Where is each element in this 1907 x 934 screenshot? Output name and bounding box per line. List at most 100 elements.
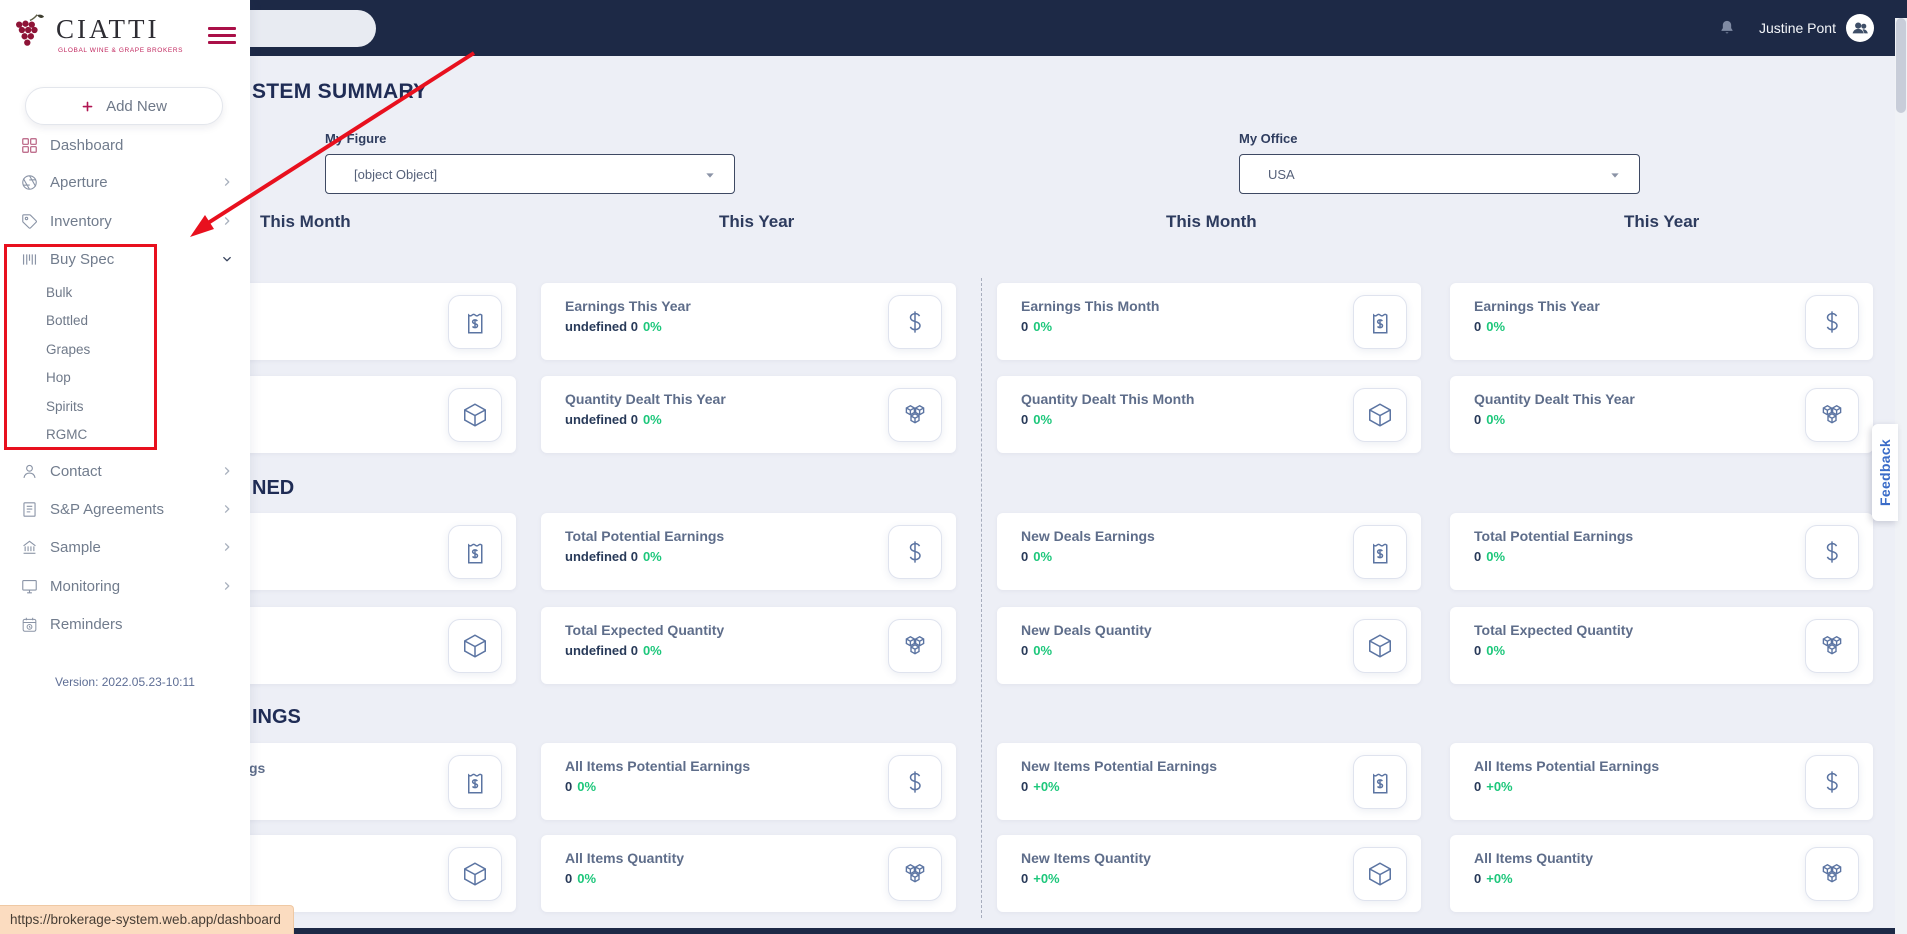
stat-card-values: 0 +0% [1021,779,1060,794]
stat-card-values: undefined 0 0% [565,549,662,564]
user-avatar-icon[interactable] [1846,14,1874,42]
stat-card-earnings-this-year: Earnings This Year 0 0% [1450,283,1873,360]
brand-tagline: GLOBAL WINE & GRAPE BROKERS [58,47,184,54]
stat-card-percent: 0% [577,779,597,794]
page-title: STEM SUMMARY [252,80,428,103]
sample-icon [20,538,39,557]
chevron-right-icon [220,579,234,593]
sidebar-subitem-grapes[interactable]: Grapes [0,337,250,361]
receipt-dollar-icon [1353,294,1407,349]
status-bar-url: https://brokerage-system.web.app/dashboa… [0,905,294,934]
chevron-right-icon [220,540,234,554]
sidebar-item-monitoring[interactable]: Monitoring [0,572,250,600]
sidebar-item-aperture[interactable]: Aperture [0,168,250,196]
cube-icon [448,618,502,673]
sidebar-subitem-spirits[interactable]: Spirits [0,394,250,418]
filter-my-figure: My Figure [object Object] [325,131,735,194]
stat-card-percent: 0% [642,319,662,334]
cube-icon [1353,387,1407,442]
stat-card-total-expected-quantity: Total Expected Quantity 0 0% [1450,607,1873,684]
stat-card-title: All Items Quantity [1474,850,1594,866]
cube-icon [1353,618,1407,673]
sidebar-item-sp-agreements[interactable]: S&P Agreements [0,495,250,523]
column-group-separator [981,278,982,918]
sidebar-subitem-rgmc[interactable]: RGMC [0,422,250,446]
bottom-edge-bar [250,928,1907,934]
version-label: Version: 2022.05.23-10:11 [55,675,195,689]
sidebar-item-reminders[interactable]: Reminders [0,610,250,638]
dashboard-icon [20,136,39,155]
add-new-button[interactable]: Add New [25,87,223,125]
sidebar-subitem-bottled[interactable]: Bottled [0,308,250,332]
sidebar-subitem-bulk[interactable]: Bulk [0,280,250,304]
stat-card-value: undefined 0 [565,549,638,564]
sidebar-item-buy-spec[interactable]: Buy Spec [0,245,250,273]
stat-card-values: 0 0% [1021,412,1052,427]
brand-logo: CIATTI GLOBAL WINE & GRAPE BROKERS [12,10,232,60]
receipt-dollar-icon [448,524,502,579]
stat-card-earnings-this-month: Earnings This Month 0 0% [997,283,1421,360]
stat-card-title: New Deals Quantity [1021,622,1152,638]
sidebar-item-inventory[interactable]: Inventory [0,207,250,235]
stat-card-new-deals-earnings: New Deals Earnings 0 0% [997,513,1421,590]
cube-icon [1353,846,1407,901]
hamburger-menu-icon[interactable] [208,27,236,45]
my-office-select[interactable]: USA [1239,154,1640,194]
filter-label: My Figure [325,131,387,146]
stat-card-title: New Deals Earnings [1021,528,1155,544]
stat-card-title: Earnings This Year [565,298,691,314]
stat-card-value: 0 [1021,412,1029,427]
sidebar-item-label: S&P Agreements [50,500,164,518]
sidebar-item-sample[interactable]: Sample [0,533,250,561]
chevron-right-icon [220,502,234,516]
sidebar-item-contact[interactable]: Contact [0,457,250,485]
stat-card-title: Quantity Dealt This Year [565,391,726,407]
stat-card-title: Total Expected Quantity [1474,622,1634,638]
stat-card-value: 0 [565,779,573,794]
feedback-tab[interactable]: Feedback [1872,424,1898,521]
cubes-icon [1805,387,1859,442]
sidebar-subitem-hop[interactable]: Hop [0,365,250,389]
dollar-icon [1805,294,1859,349]
scrollbar-track[interactable] [1895,18,1907,934]
stat-card-percent: 0% [1486,412,1506,427]
stat-card-quantity-dealt-this-month: Quantity Dealt This Month 0 0% [997,376,1421,453]
stat-card-title: Total Potential Earnings [1474,528,1634,544]
scrollbar-thumb[interactable] [1896,18,1906,113]
stat-card-all-items-quantity: All Items Quantity 0 0% [541,835,956,912]
sidebar-item-dashboard[interactable]: Dashboard [0,131,250,159]
stat-card-percent: +0% [1033,871,1060,886]
section-title: NED [252,477,295,499]
stat-card-values: 0 0% [565,871,596,886]
sidebar-item-label: Dashboard [50,136,124,154]
receipt-dollar-icon [1353,754,1407,809]
bell-icon[interactable] [1717,18,1737,38]
topbar: Justine Pont [0,0,1907,56]
stat-card-values: 0 0% [1021,319,1052,334]
my-figure-select[interactable]: [object Object] [325,154,735,194]
sidebar-subitem-label: Bulk [46,284,73,300]
cube-icon [448,846,502,901]
stat-card-percent: 0% [1486,319,1506,334]
stat-card-values: 0 0% [1474,549,1505,564]
cube-icon [448,387,502,442]
receipt-dollar-icon [448,294,502,349]
cubes-icon [888,387,942,442]
stat-card-title: gs [249,760,266,776]
grapes-logo-icon [12,12,48,56]
reminders-icon [20,615,39,634]
stat-card-value: 0 [1474,319,1482,334]
cubes-icon [1805,846,1859,901]
dollar-icon [888,294,942,349]
section-title: INGS [252,706,301,728]
stat-card-percent: 0% [1486,643,1506,658]
sidebar-item-label: Aperture [50,173,108,191]
stat-card-title: Earnings This Month [1021,298,1160,314]
stat-card-title: Quantity Dealt This Month [1021,391,1195,407]
stat-card-title: All Items Quantity [565,850,685,866]
stat-card-quantity-dealt-this-year: Quantity Dealt This Year undefined 0 0% [541,376,956,453]
stat-card-value: 0 [1021,549,1029,564]
stat-card-new-deals-quantity: New Deals Quantity 0 0% [997,607,1421,684]
stat-card-value: 0 [1021,871,1029,886]
my-figure-select-value: [object Object] [354,166,438,182]
